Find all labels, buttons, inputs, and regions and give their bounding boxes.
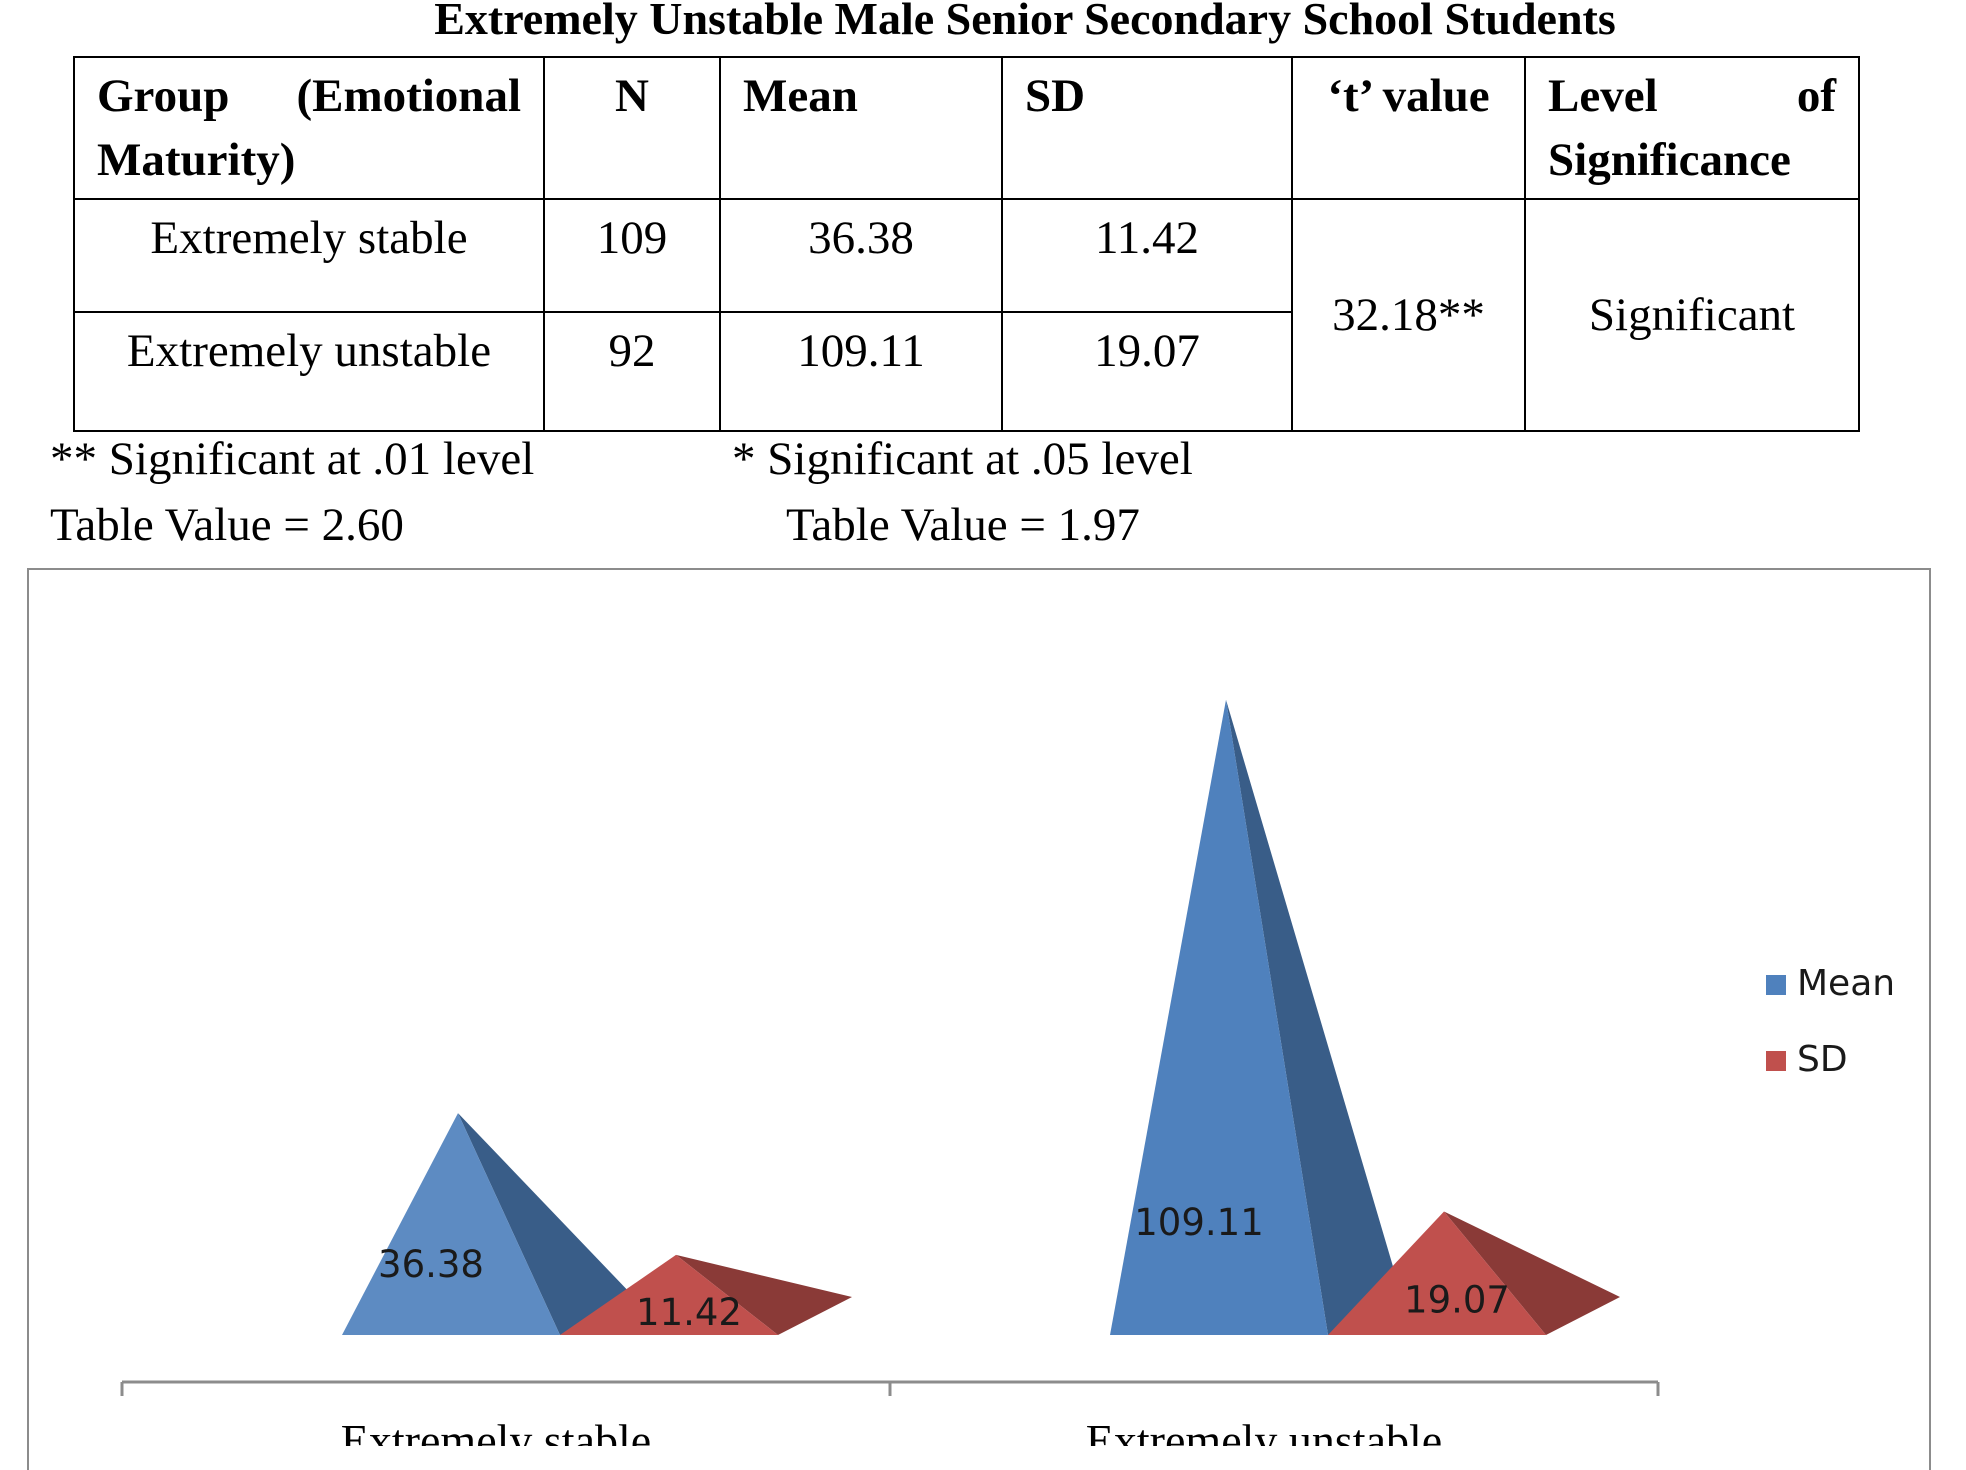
pyramid-side-sd	[1444, 1211, 1620, 1335]
header-n: N	[543, 56, 721, 200]
cell-t-value: 32.18**	[1291, 198, 1526, 432]
data-label: 11.42	[636, 1291, 742, 1334]
pyramid-side-mean	[458, 1113, 634, 1335]
x-tick-label: Extremely stable	[341, 1415, 651, 1446]
cell-sd: 11.42	[1001, 198, 1293, 313]
chart-frame	[27, 568, 1931, 1470]
note-table-value-01: Table Value = 2.60	[50, 499, 404, 551]
page-title: Extremely Unstable Male Senior Secondary…	[434, 0, 1616, 44]
pyramid-mean	[342, 1113, 560, 1335]
cell-significance: Significant	[1524, 198, 1860, 432]
data-label: 19.07	[1404, 1279, 1510, 1322]
legend-swatch-sd	[1766, 1051, 1786, 1071]
table-row: Extremely unstable 92 109.11 19.07	[73, 311, 1859, 432]
pyramid-mean	[1110, 699, 1328, 1335]
header-t-value: ‘t’ value	[1291, 56, 1526, 200]
cell-group: Extremely stable	[73, 198, 545, 313]
pyramid-sd	[560, 1254, 778, 1335]
x-tick-label: Extremely unstable	[1086, 1415, 1442, 1446]
cell-mean: 109.11	[719, 311, 1003, 432]
cell-sd: 19.07	[1001, 311, 1293, 432]
legend-swatch-mean	[1766, 975, 1786, 995]
data-label: 36.38	[378, 1243, 484, 1286]
data-label: 109.11	[1134, 1201, 1263, 1244]
legend-label: SD	[1797, 1039, 1848, 1080]
header-sd: SD	[1001, 56, 1293, 200]
statistics-table: Group (Emotional Maturity) N Mean SD ‘t’…	[73, 56, 1860, 432]
note-significance-05: * Significant at .05 level	[732, 433, 1193, 485]
cell-n: 92	[543, 311, 721, 432]
cell-mean: 36.38	[719, 198, 1003, 313]
pyramid-sd	[1328, 1211, 1546, 1335]
pyramid-side-mean	[1226, 699, 1402, 1335]
table-row: Extremely stable 109 36.38 11.42 32.18**…	[73, 198, 1860, 432]
cell-group: Extremely unstable	[73, 311, 545, 432]
header-level: Level of Significance	[1524, 56, 1860, 200]
header-mean: Mean	[719, 56, 1003, 200]
note-table-value-05: Table Value = 1.97	[786, 499, 1140, 551]
note-significance-01: ** Significant at .01 level	[50, 433, 535, 485]
header-group: Group (Emotional Maturity)	[73, 56, 545, 200]
legend-label: Mean	[1797, 963, 1895, 1004]
cell-n: 109	[543, 198, 721, 313]
table-header-row: Group (Emotional Maturity) N Mean SD ‘t’…	[73, 56, 1860, 200]
pyramid-side-sd	[676, 1254, 852, 1335]
